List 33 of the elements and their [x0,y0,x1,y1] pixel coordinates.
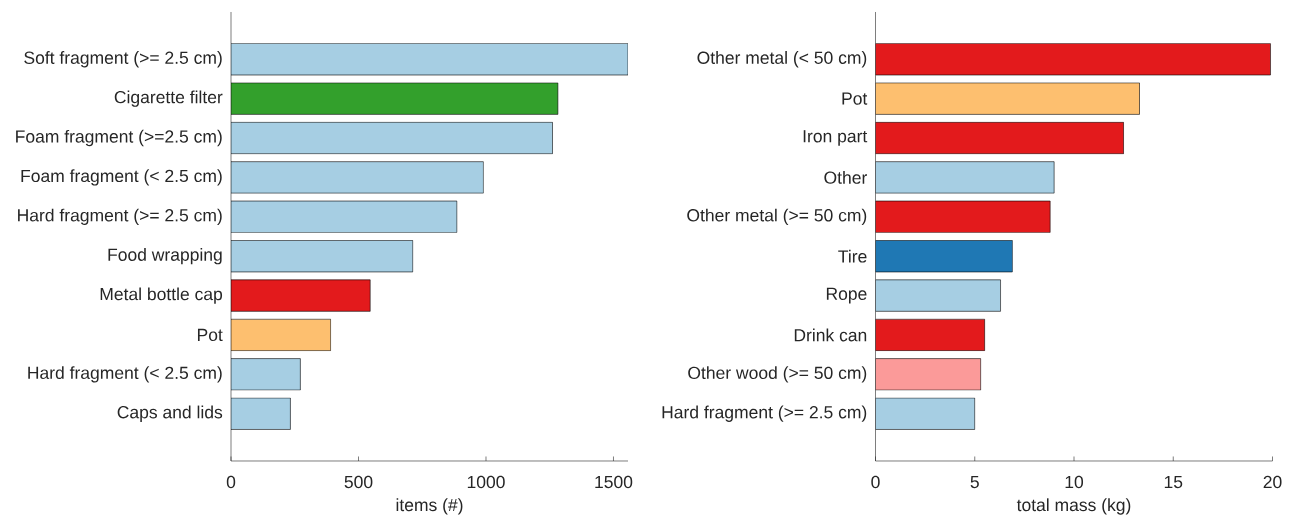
y-tick-label: Foam fragment (>=2.5 cm) [16,129,222,146]
x-tick-label: 1000 [467,475,505,488]
bar [231,121,553,154]
x-axis-title: total mass (kg) [1016,498,1131,515]
x-tick-label: 5 [970,475,979,488]
y-tick-label: Caps and lids [117,405,223,422]
y-tick-label: Cigarette filter [114,90,223,107]
x-tick-label: 0 [226,475,236,488]
y-tick-label: Hard fragment (>= 2.5 cm) [18,208,222,225]
y-tick-label: Pot [842,92,868,105]
x-axis-title: items (#) [396,498,463,515]
y-tick-label: Hard fragment (< 2.5 cm) [28,365,222,383]
bar [875,121,1124,154]
y-tick-label: Hard fragment (>= 2.5 cm) [662,405,867,422]
x-tick-label: 20 [1263,475,1282,488]
y-tick-label: Other wood (>= 50 cm) [688,365,867,383]
x-tick-label: 1500 [595,475,633,488]
y-tick-label: Food wrapping [108,247,222,265]
y-tick-label: Pot [197,328,223,341]
x-tick-label: 10 [1065,475,1084,488]
x-tick-label: 0 [871,475,880,488]
y-tick-label: Drink can [794,328,867,342]
y-tick-label: Rope [826,287,867,304]
x-tick-label: 500 [344,475,373,488]
y-tick-label: Other metal (>= 50 cm) [687,208,867,225]
y-tick-label: Other metal (< 50 cm) [697,50,867,68]
y-tick-label: Tire [838,249,867,263]
x-tick-label: 15 [1164,475,1183,488]
y-tick-label: Other [824,170,868,184]
y-tick-label: Foam fragment (< 2.5 cm) [21,169,222,186]
y-tick-label: Metal bottle cap [100,287,223,304]
y-tick-label: Soft fragment (>= 2.5 cm) [24,50,222,68]
y-tick-label: Iron part [803,129,868,146]
